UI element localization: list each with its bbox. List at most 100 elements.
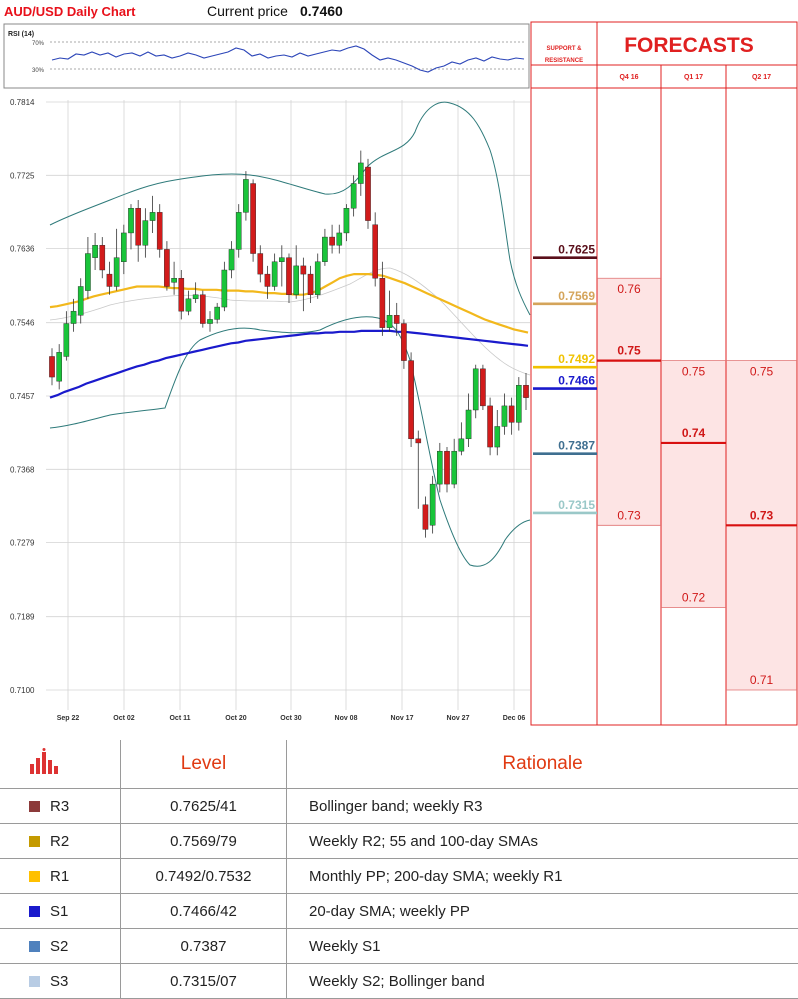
level-code-cell: S1 bbox=[0, 894, 121, 929]
level-code-cell: S3 bbox=[0, 964, 121, 999]
level-code: S1 bbox=[50, 903, 68, 920]
candle-body bbox=[394, 315, 399, 323]
level-code: S2 bbox=[50, 938, 68, 955]
candle-body bbox=[487, 406, 492, 447]
forecast-mid-label: 0.73 bbox=[750, 508, 774, 522]
candle-body bbox=[373, 225, 378, 279]
forecasts-title: FORECASTS bbox=[624, 34, 754, 57]
candle-body bbox=[258, 254, 263, 275]
candle-body bbox=[452, 451, 457, 484]
forecast-mid-label: 0.74 bbox=[682, 426, 706, 440]
candle-body bbox=[164, 249, 169, 286]
rsi-tick-30: 30% bbox=[32, 68, 45, 74]
candle-body bbox=[387, 315, 392, 327]
level-swatch bbox=[29, 871, 40, 882]
rsi-panel bbox=[4, 24, 529, 88]
candle-body bbox=[365, 167, 370, 221]
candle-body bbox=[329, 237, 334, 245]
candle-body bbox=[416, 439, 421, 443]
candle-body bbox=[229, 249, 234, 270]
y-tick-label: 0.7100 bbox=[10, 686, 35, 695]
table-row: S3 0.7315/07 Weekly S2; Bollinger band bbox=[0, 964, 798, 999]
levels-table-wrap: Level Rationale R3 0.7625/41 Bollinger b… bbox=[0, 740, 798, 999]
candle-body bbox=[279, 258, 284, 262]
candle-body bbox=[207, 319, 212, 323]
candle-body bbox=[502, 406, 507, 427]
forecast-high-label: 0.75 bbox=[682, 365, 706, 379]
level-swatch bbox=[29, 906, 40, 917]
sr-level-label: 0.7387 bbox=[558, 439, 595, 453]
table-header-row: Level Rationale bbox=[0, 740, 798, 789]
candle-body bbox=[222, 270, 227, 307]
forecast-low-label: 0.72 bbox=[682, 591, 706, 605]
level-code-cell: R3 bbox=[0, 789, 121, 824]
candle-body bbox=[408, 361, 413, 439]
sr-level-label: 0.7625 bbox=[558, 243, 595, 257]
candle-body bbox=[215, 307, 220, 319]
level-value: 0.7466/42 bbox=[121, 894, 287, 929]
col-rationale-header: Rationale bbox=[287, 740, 798, 789]
candle-body bbox=[523, 385, 528, 397]
candle-body bbox=[143, 221, 148, 246]
current-price-label: Current price bbox=[207, 3, 288, 19]
x-tick-label: Nov 08 bbox=[335, 715, 358, 722]
levels-table: Level Rationale R3 0.7625/41 Bollinger b… bbox=[0, 740, 798, 999]
sr-title-1: SUPPORT & bbox=[546, 46, 582, 52]
candle-body bbox=[294, 266, 299, 295]
candle-body bbox=[114, 258, 119, 287]
candle-body bbox=[78, 286, 83, 315]
candle-body bbox=[308, 274, 313, 295]
level-code: S3 bbox=[50, 973, 68, 990]
candle-body bbox=[243, 179, 248, 212]
candle-body bbox=[272, 262, 277, 287]
x-tick-label: Oct 30 bbox=[280, 715, 302, 722]
level-code-cell: S2 bbox=[0, 929, 121, 964]
candle-body bbox=[351, 184, 356, 209]
level-value: 0.7315/07 bbox=[121, 964, 287, 999]
candle-body bbox=[92, 245, 97, 257]
candle-body bbox=[430, 484, 435, 525]
candle-body bbox=[466, 410, 471, 439]
chart-title: AUD/USD Daily Chart bbox=[4, 4, 136, 19]
candle-body bbox=[179, 278, 184, 311]
candle-body bbox=[509, 406, 514, 422]
table-row: S2 0.7387 Weekly S1 bbox=[0, 929, 798, 964]
sr-level-label: 0.7466 bbox=[558, 374, 595, 388]
candle-body bbox=[358, 163, 363, 184]
sr-level-label: 0.7569 bbox=[558, 289, 595, 303]
candle-body bbox=[64, 324, 69, 357]
candle-body bbox=[401, 324, 406, 361]
candle-body bbox=[301, 266, 306, 274]
level-code: R2 bbox=[50, 833, 69, 850]
candle-body bbox=[150, 212, 155, 220]
candle-body bbox=[100, 245, 105, 270]
candle-body bbox=[380, 278, 385, 327]
level-code-cell: R2 bbox=[0, 824, 121, 859]
level-code: R3 bbox=[50, 798, 69, 815]
candle-body bbox=[193, 295, 198, 299]
bar-chart-icon bbox=[30, 748, 60, 774]
level-rationale: Weekly S1 bbox=[287, 929, 798, 964]
y-tick-label: 0.7814 bbox=[10, 98, 35, 107]
level-value: 0.7569/79 bbox=[121, 824, 287, 859]
candle-body bbox=[495, 426, 500, 447]
level-rationale: Weekly R2; 55 and 100-day SMAs bbox=[287, 824, 798, 859]
sr-level-label: 0.7492 bbox=[558, 352, 595, 366]
forecast-period: Q4 16 bbox=[619, 74, 638, 81]
forecast-period: Q1 17 bbox=[684, 74, 703, 81]
y-tick-label: 0.7368 bbox=[10, 465, 35, 474]
rsi-tick-70: 70% bbox=[32, 41, 45, 47]
x-tick-label: Dec 06 bbox=[503, 715, 526, 722]
candle-body bbox=[344, 208, 349, 233]
forecast-high-label: 0.76 bbox=[617, 282, 641, 296]
forecast-range bbox=[598, 278, 661, 525]
candle-body bbox=[444, 451, 449, 484]
y-tick-label: 0.7279 bbox=[10, 539, 35, 548]
candle-body bbox=[315, 262, 320, 295]
x-tick-label: Sep 22 bbox=[57, 715, 80, 722]
candle-body bbox=[423, 505, 428, 530]
candle-body bbox=[265, 274, 270, 286]
